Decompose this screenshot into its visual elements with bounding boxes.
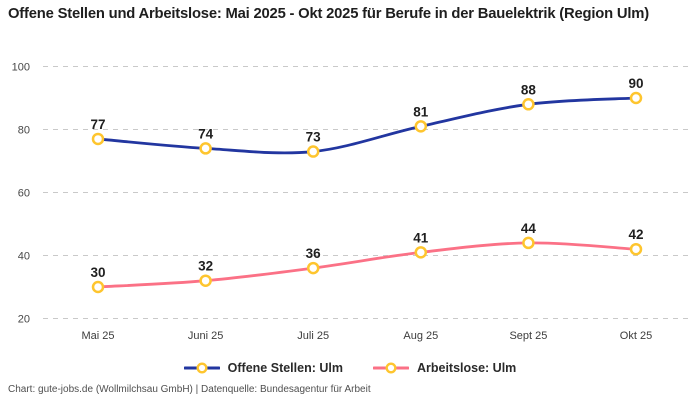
legend-item[interactable]: Offene Stellen: Ulm xyxy=(183,361,343,375)
series-line xyxy=(96,96,638,155)
x-tick-label: Juli 25 xyxy=(297,330,329,342)
data-point-marker[interactable] xyxy=(91,280,105,294)
x-tick-label: Mai 25 xyxy=(81,330,114,342)
data-point-marker[interactable] xyxy=(414,120,428,133)
data-point-label: 73 xyxy=(306,130,322,145)
data-point-label: 44 xyxy=(521,221,537,236)
data-point-label: 42 xyxy=(628,227,643,242)
data-point-label: 81 xyxy=(413,104,429,119)
data-point-label: 41 xyxy=(413,230,429,245)
legend-line-marker-icon xyxy=(372,362,409,374)
legend-label: Arbeitslose: Ulm xyxy=(416,361,517,375)
y-tick-label: 100 xyxy=(12,62,30,74)
x-tick-label: Aug 25 xyxy=(403,330,438,342)
data-point-label: 30 xyxy=(90,265,105,280)
chart-footer: Chart: gute-jobs.de (Wollmilchsau GmbH) … xyxy=(8,384,371,395)
data-point-marker[interactable] xyxy=(522,236,535,250)
legend-line-marker-icon xyxy=(183,362,220,374)
data-point-marker[interactable] xyxy=(629,242,643,256)
data-point-marker[interactable] xyxy=(306,261,320,275)
y-tick-label: 20 xyxy=(18,314,30,326)
y-tick-label: 60 xyxy=(18,188,30,200)
data-point-label: 32 xyxy=(198,259,213,274)
data-point-label: 90 xyxy=(628,76,643,91)
data-point-label: 77 xyxy=(90,117,105,132)
data-point-marker[interactable] xyxy=(199,142,212,155)
data-point-marker[interactable] xyxy=(199,274,212,287)
data-point-marker[interactable] xyxy=(91,132,105,146)
y-tick-label: 40 xyxy=(18,251,30,263)
series-line xyxy=(96,241,638,289)
x-tick-label: Okt 25 xyxy=(620,330,652,342)
legend-label: Offene Stellen: Ulm xyxy=(227,361,343,375)
data-point-marker[interactable] xyxy=(306,145,320,158)
data-point-label: 74 xyxy=(198,126,214,141)
data-point-marker[interactable] xyxy=(414,246,428,259)
y-tick-label: 80 xyxy=(18,125,30,137)
data-point-marker[interactable] xyxy=(629,91,643,105)
legend-item[interactable]: Arbeitslose: Ulm xyxy=(372,361,517,375)
chart-legend: Offene Stellen: Ulm Arbeitslose: Ulm xyxy=(0,356,700,380)
x-tick-label: Juni 25 xyxy=(188,330,223,342)
data-point-marker[interactable] xyxy=(522,98,535,111)
x-tick-label: Sept 25 xyxy=(509,330,547,342)
data-point-label: 88 xyxy=(521,82,537,97)
chart-title: Offene Stellen und Arbeitslose: Mai 2025… xyxy=(8,6,649,22)
data-point-label: 36 xyxy=(306,246,322,261)
